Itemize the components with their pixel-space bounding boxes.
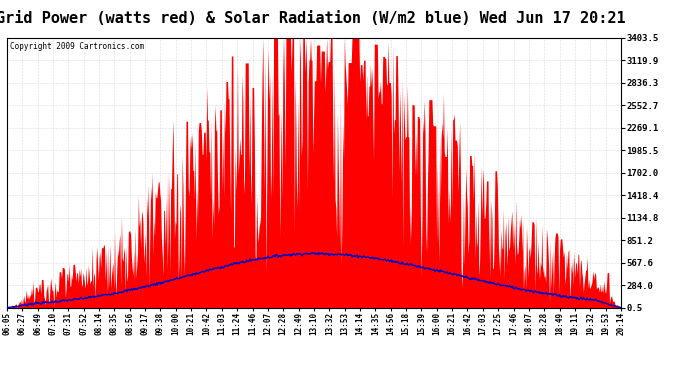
Text: Copyright 2009 Cartronics.com: Copyright 2009 Cartronics.com (10, 42, 144, 51)
Text: Grid Power (watts red) & Solar Radiation (W/m2 blue) Wed Jun 17 20:21: Grid Power (watts red) & Solar Radiation… (0, 11, 625, 26)
